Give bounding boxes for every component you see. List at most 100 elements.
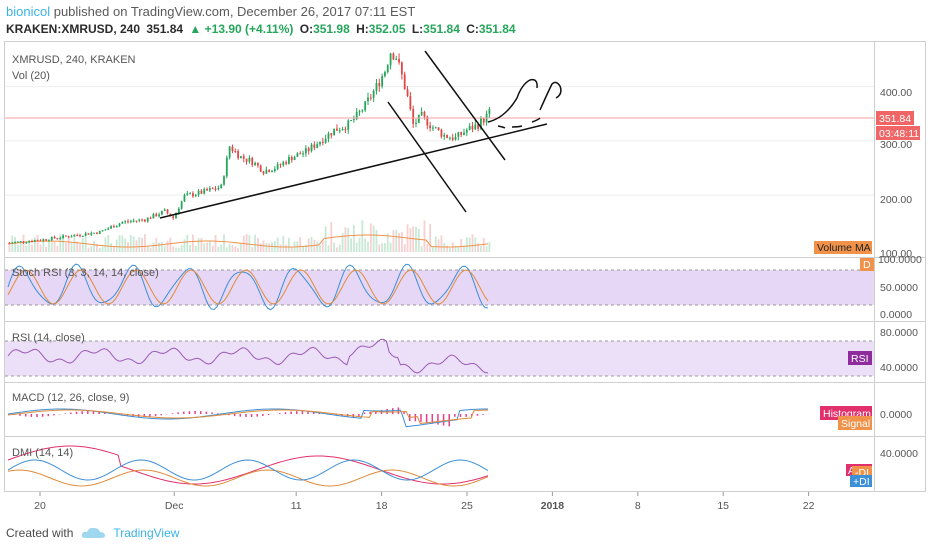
macd-bar [420,414,422,422]
volume-bar [485,246,488,252]
stoch-ytick-50: 50.0000 [880,282,918,294]
candle [248,155,251,164]
volume-bar [200,238,203,252]
candle [409,91,412,111]
x-tick-label: Dec [165,500,184,512]
support-trendline[interactable] [159,123,548,219]
candle [296,152,299,157]
volume-bar [268,243,271,252]
volume-bar [197,238,200,252]
candle [28,240,31,244]
volume-bar [285,244,288,252]
macd-bar [47,414,50,417]
stoch-d-tag: D [863,259,871,271]
volume-bar [386,233,389,252]
candle [310,142,313,153]
descending-line-2[interactable] [424,50,506,161]
volume-bar [352,224,355,252]
volume-bar [234,246,237,252]
candle [228,145,231,160]
candle [254,161,256,166]
signal-line [7,409,489,424]
volume-bar [175,247,177,252]
projection-arrow-2[interactable] [539,81,562,111]
macd-bar [200,411,202,414]
descending-line-1[interactable] [387,101,467,213]
candle [152,212,155,219]
candle [39,239,42,242]
candle [121,221,124,224]
volume-bar [403,244,406,252]
candle [81,235,84,238]
volume-bar [395,229,398,252]
stoch-title: Stoch RSI (3, 3, 14, 14, close) [12,267,159,279]
macd-bar [64,413,66,414]
author-link[interactable]: bionicol [6,4,51,19]
candle [429,121,432,132]
change-text: +13.90 (+4.11%) [204,22,294,36]
volume-bar [369,223,372,252]
candle [367,92,369,106]
candle [347,119,350,134]
candle [8,241,11,244]
candle [197,188,200,198]
projection-arrow-1[interactable] [487,78,538,123]
volume-bar [194,245,197,252]
candle [166,208,169,215]
volume-bar [392,230,395,252]
candle [474,120,477,131]
candle [146,217,149,223]
candle [463,128,465,136]
candle [282,160,285,167]
x-axis: 20 Dec 11 18 25 2018 8 15 22 [34,492,815,512]
created-with-text: Created with [6,526,74,540]
x-tick-label: 22 [803,500,815,512]
candle [186,190,189,196]
candle [285,160,288,166]
candle [454,133,457,141]
volume-bar [220,244,223,252]
close-label: C: [466,22,479,36]
volume-bar [384,243,386,252]
candle [344,126,347,134]
plus-di-line [7,459,489,481]
macd-bar [358,414,360,417]
volume-bar [341,233,344,252]
macd-bar [19,414,21,416]
candle [11,241,14,244]
volume-bar [338,244,341,252]
candle [115,225,118,228]
volume-bar [324,226,327,252]
tradingview-link[interactable]: TradingView [113,526,180,540]
macd-bar [149,414,151,417]
macd-bar [375,410,377,414]
volume-bar [432,246,434,252]
volume-bar [245,234,248,252]
macd-bar [437,414,439,425]
macd-bar [414,414,417,422]
x-tick-label: 18 [376,500,388,512]
macd-bar [81,411,83,414]
volume-bar [62,239,64,252]
volume-bar [141,237,144,252]
volume-bar [163,245,166,252]
candle [76,233,79,237]
close-value: 351.84 [478,22,516,36]
drawings[interactable] [159,50,562,219]
macd-bar [279,413,281,414]
volume-bar [460,239,463,252]
macd-bar [104,412,106,414]
macd-bar [459,414,462,417]
candle [406,86,409,98]
candle [488,106,491,118]
volume-bar [282,235,285,252]
candle [220,183,223,189]
countdown-tag-bg [876,126,920,140]
macd-bar [36,414,38,417]
candle [144,219,146,223]
x-tick-label: 20 [34,500,46,512]
rsi-tag-bg [848,351,872,365]
candle [386,64,389,74]
candle [22,241,25,244]
